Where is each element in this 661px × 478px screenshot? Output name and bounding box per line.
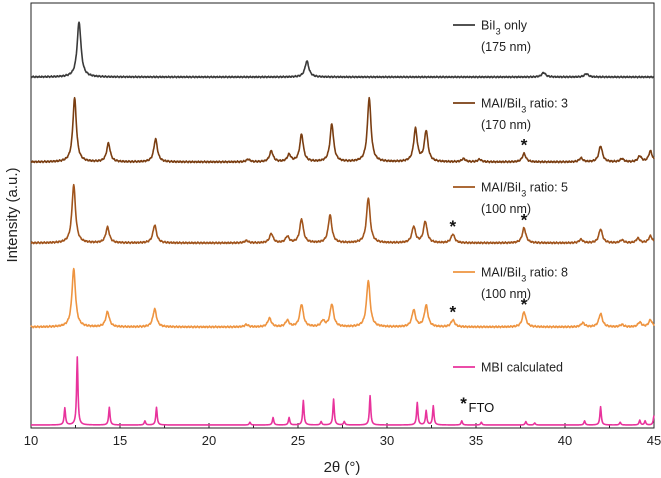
legend-label-r5: MAI/BiI3 ratio: 5 bbox=[481, 181, 568, 199]
annotations: ** ** ** FTO bbox=[450, 136, 528, 415]
x-tick-label-40: 40 bbox=[558, 433, 572, 448]
trace-r3 bbox=[30, 96, 655, 164]
legend-label-mbi: MBI calculated bbox=[481, 361, 563, 375]
annotation-star-r5-a: * bbox=[450, 217, 457, 236]
trace-r8 bbox=[30, 267, 655, 329]
trace-bii3 bbox=[30, 21, 655, 79]
trace-mbi bbox=[30, 356, 655, 426]
x-tick-label-35: 35 bbox=[469, 433, 483, 448]
annotation-star-r5-b: * bbox=[521, 211, 528, 230]
series-traces bbox=[30, 21, 655, 426]
x-tick-label-45: 45 bbox=[647, 433, 661, 448]
annotation-star-r3: * bbox=[521, 136, 528, 155]
fto-label: FTO bbox=[469, 400, 495, 415]
x-tick-label-10: 10 bbox=[24, 433, 38, 448]
annotation-star-r8-a: * bbox=[450, 302, 457, 321]
trace-r5 bbox=[30, 183, 655, 245]
x-axis-title: 2θ (°) bbox=[324, 459, 361, 476]
legend: BiI3 only (175 nm) MAI/BiI3 ratio: 3 (170 n… bbox=[453, 19, 568, 375]
legend-note-r5: (100 nm) bbox=[481, 202, 531, 216]
legend-label-r3: MAI/BiI3 ratio: 3 bbox=[481, 97, 568, 115]
y-axis-title: Intensity (a.u.) bbox=[4, 167, 21, 262]
legend-note-r3: (170 nm) bbox=[481, 118, 531, 132]
legend-label-bii3: BiI3 only bbox=[481, 19, 528, 37]
legend-label-r8: MAI/BiI3 ratio: 8 bbox=[481, 266, 568, 284]
legend-note-r8: (100 nm) bbox=[481, 287, 531, 301]
annotation-star-r8-b: * bbox=[521, 295, 528, 314]
legend-note-bii3: (175 nm) bbox=[481, 40, 531, 54]
x-tick-label-20: 20 bbox=[202, 433, 216, 448]
x-axis-ticks: 10 15 20 25 30 35 40 45 bbox=[24, 423, 661, 448]
x-tick-label-30: 30 bbox=[380, 433, 394, 448]
x-tick-label-15: 15 bbox=[113, 433, 127, 448]
x-tick-label-25: 25 bbox=[291, 433, 305, 448]
fto-star: * bbox=[460, 394, 467, 413]
